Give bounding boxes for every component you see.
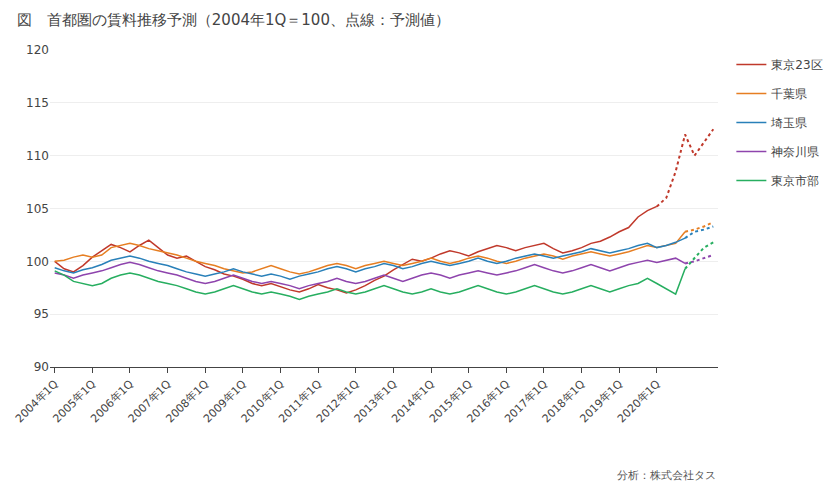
- svg-text:2016年1Q: 2016年1Q: [464, 377, 512, 425]
- svg-text:2012年1Q: 2012年1Q: [314, 377, 362, 425]
- svg-text:2004年1Q: 2004年1Q: [13, 377, 61, 425]
- svg-text:2006年1Q: 2006年1Q: [88, 377, 136, 425]
- svg-text:2011年1Q: 2011年1Q: [276, 377, 324, 425]
- svg-text:2020年1Q: 2020年1Q: [615, 377, 663, 425]
- svg-text:2013年1Q: 2013年1Q: [352, 377, 400, 425]
- svg-text:東京23区: 東京23区: [771, 58, 822, 72]
- svg-text:2017年1Q: 2017年1Q: [502, 377, 550, 425]
- svg-text:2008年1Q: 2008年1Q: [163, 377, 211, 425]
- svg-text:90: 90: [34, 360, 49, 374]
- svg-text:100: 100: [26, 255, 49, 269]
- svg-text:110: 110: [26, 149, 49, 163]
- svg-text:105: 105: [26, 202, 49, 216]
- svg-text:千葉県: 千葉県: [771, 87, 807, 101]
- svg-text:115: 115: [26, 96, 49, 110]
- svg-text:2010年1Q: 2010年1Q: [239, 377, 287, 425]
- svg-text:120: 120: [26, 43, 49, 57]
- svg-text:2007年1Q: 2007年1Q: [126, 377, 174, 425]
- svg-text:分析：株式会社タス: 分析：株式会社タス: [617, 469, 716, 482]
- svg-text:2015年1Q: 2015年1Q: [427, 377, 475, 425]
- svg-text:2018年1Q: 2018年1Q: [540, 377, 588, 425]
- svg-text:図 首都圏の賃料推移予測（2004年1Q＝100、点線：予測: 図 首都圏の賃料推移予測（2004年1Q＝100、点線：予測値）: [17, 11, 450, 29]
- svg-text:95: 95: [34, 307, 49, 321]
- svg-text:神奈川県: 神奈川県: [771, 145, 819, 159]
- svg-text:2005年1Q: 2005年1Q: [51, 377, 99, 425]
- svg-text:2009年1Q: 2009年1Q: [201, 377, 249, 425]
- svg-text:東京市部: 東京市部: [771, 174, 819, 188]
- svg-text:2014年1Q: 2014年1Q: [389, 377, 437, 425]
- svg-text:2019年1Q: 2019年1Q: [577, 377, 625, 425]
- svg-text:埼玉県: 埼玉県: [770, 116, 807, 130]
